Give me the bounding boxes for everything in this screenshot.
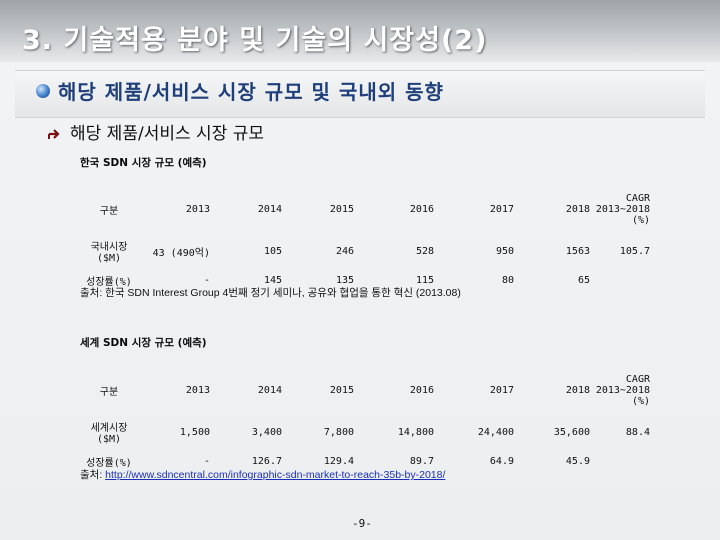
table-cell: 43 (490억) (152, 247, 210, 259)
header-cell: 구분 (99, 386, 119, 398)
table-cell: 7,800 (323, 426, 354, 438)
header-cell: 2013 (185, 384, 210, 396)
row-label: 세계시장 ($M) (90, 423, 128, 445)
header-cell: 2014 (257, 203, 282, 215)
page-title: 3. 기술적용 분야 및 기술의 시장성(2) (22, 25, 488, 56)
table-cell: 3,400 (251, 426, 282, 438)
table-cell: 64.9 (489, 455, 514, 467)
table-row: 성장률(%) - 126.7 129.4 89.7 64.9 45.9 (78, 451, 650, 471)
table-cell: 35,600 (553, 426, 590, 438)
header-cell: 2015 (329, 203, 354, 215)
source-link[interactable]: http://www.sdncentral.com/infographic-sd… (105, 469, 446, 481)
table-cell: 950 (495, 245, 514, 257)
table-header-row: 구분 2013 2014 2015 2016 2017 2018 CAGR 20… (78, 367, 650, 413)
table-cell: 1563 (565, 245, 590, 257)
table-cell: 246 (335, 245, 354, 257)
header-cell: 2015 (329, 384, 354, 396)
header-cell: CAGR 2013~2018 (%) (595, 373, 650, 407)
row-label: 국내시장 ($M) (90, 242, 128, 264)
table-cell: - (203, 455, 210, 467)
header-cell: 2013 (185, 203, 210, 215)
table-cell: 80 (501, 274, 514, 286)
table-cell: 105 (263, 245, 282, 257)
global-table: 구분 2013 2014 2015 2016 2017 2018 CAGR 20… (78, 367, 650, 471)
table-cell: 115 (415, 274, 434, 286)
domestic-table: 구분 2013 2014 2015 2016 2017 2018 CAGR 20… (78, 186, 650, 290)
bullet-ball-icon (36, 84, 50, 98)
row-label: 성장률(%) (86, 276, 132, 288)
table-row: 국내시장 ($M) 43 (490억) 105 246 528 950 1563… (78, 232, 650, 270)
table-header-row: 구분 2013 2014 2015 2016 2017 2018 CAGR 20… (78, 186, 650, 232)
header-cell: 2014 (257, 384, 282, 396)
table-cell: 126.7 (251, 455, 282, 467)
header-cell: CAGR 2013~2018 (%) (595, 192, 650, 226)
table-cell: 528 (415, 245, 434, 257)
arrow-bullet-icon (48, 129, 60, 139)
table-cell: 14,800 (397, 426, 434, 438)
row-label: 성장률(%) (86, 457, 132, 469)
domestic-caption: 한국 SDN 시장 규모 (예측) (80, 157, 207, 169)
table-cell: 1,500 (179, 426, 210, 438)
table-cell: 45.9 (565, 455, 590, 467)
table-cell: 129.4 (323, 455, 354, 467)
table-cell (590, 451, 650, 471)
table-cell: 145 (263, 274, 282, 286)
table-cell: 65 (577, 274, 590, 286)
header-cell: 2018 (565, 384, 590, 396)
header-cell: 2016 (409, 384, 434, 396)
table-cell (590, 270, 650, 290)
header-cell: 2016 (409, 203, 434, 215)
header-cell: 2018 (565, 203, 590, 215)
table-row: 성장률(%) - 145 135 115 80 65 (78, 270, 650, 290)
global-source: 출처: http://www.sdncentral.com/infographi… (80, 467, 445, 482)
table-cell: - (203, 274, 210, 286)
title-bar (0, 0, 720, 62)
header-cell: 2017 (489, 384, 514, 396)
source-prefix: 출처: (80, 469, 106, 481)
table-row: 세계시장 ($M) 1,500 3,400 7,800 14,800 24,40… (78, 413, 650, 451)
header-cell: 구분 (99, 205, 119, 217)
subsection-title: 해당 제품/서비스 시장 규모 (70, 124, 264, 144)
header-cell: 2017 (489, 203, 514, 215)
table-cell: 105.7 (619, 245, 650, 257)
table-cell: 89.7 (409, 455, 434, 467)
section-bar (15, 70, 705, 118)
page-number: -9- (352, 517, 372, 530)
table-cell: 24,400 (477, 426, 514, 438)
global-caption: 세계 SDN 시장 규모 (예측) (80, 337, 207, 349)
section-title: 해당 제품/서비스 시장 규모 및 국내외 동향 (58, 80, 444, 104)
domestic-source: 출처: 한국 SDN Interest Group 4번째 정기 세미나, 공유… (80, 287, 461, 299)
table-cell: 135 (335, 274, 354, 286)
table-cell: 88.4 (625, 426, 650, 438)
